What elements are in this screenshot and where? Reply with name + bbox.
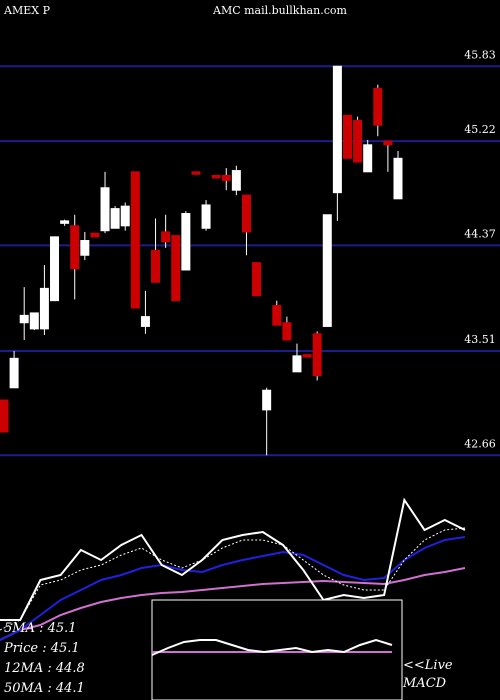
candle-body <box>252 262 262 297</box>
ma-panel: 5MA : 45.1 Price : 45.1 12MA : 44.8 50MA : … <box>0 497 466 696</box>
y-tick-label: 45.22 <box>464 123 496 136</box>
ma-label: 12MA : 44.8 <box>4 661 85 676</box>
candle-body <box>383 140 393 146</box>
header-right: AMC mail.bullkhan.com <box>212 4 347 17</box>
candle-body <box>221 174 231 181</box>
candle-body <box>292 355 302 373</box>
candle-body <box>191 171 201 175</box>
candle-body <box>151 249 161 283</box>
candle-body <box>130 171 140 309</box>
candle-body <box>201 204 211 229</box>
candle-body <box>312 333 322 377</box>
candle-body <box>90 232 100 238</box>
candle-body <box>342 114 352 159</box>
candle-body <box>211 174 221 179</box>
candle-body <box>282 322 292 341</box>
ma-label: Price : 45.1 <box>3 641 80 656</box>
y-tick-label: 42.66 <box>464 437 496 450</box>
candle-body <box>393 157 403 200</box>
y-tick-label: 44.37 <box>464 227 496 240</box>
candle-body <box>262 389 272 411</box>
candle-body <box>29 312 39 330</box>
candle-body <box>50 236 60 302</box>
candle-body <box>60 220 70 224</box>
candle-body <box>100 187 110 232</box>
candle-body <box>120 205 130 227</box>
y-tick-label: 43.51 <box>464 333 496 346</box>
candle-body <box>0 399 9 433</box>
price-panel: 45.83 45.22 44.37 43.51 42.66 <box>0 48 500 457</box>
ma-label: 50MA : 44.1 <box>4 681 85 696</box>
candle-body <box>322 214 332 327</box>
candle-body <box>140 316 150 327</box>
candle-body <box>373 87 383 126</box>
y-tick-label: 45.83 <box>464 48 496 61</box>
candle-body <box>332 65 342 194</box>
header-left: AMEX P <box>3 4 51 17</box>
candle-body <box>39 287 49 330</box>
series-line <box>151 638 393 656</box>
candle-body <box>272 305 282 326</box>
candle-body <box>70 225 80 270</box>
candle-body <box>80 240 90 256</box>
candle-body <box>231 170 241 191</box>
candle-body <box>363 144 373 173</box>
candle-body <box>171 235 181 302</box>
live-label: <<Live <box>403 658 453 673</box>
candle-body <box>353 119 363 163</box>
candle-body <box>161 231 171 243</box>
series-line <box>0 527 466 631</box>
candle-body <box>302 354 312 358</box>
ma-label: 5MA : 45.1 <box>4 621 77 636</box>
candle-body <box>181 213 191 271</box>
candle-body <box>19 314 29 324</box>
candle-body <box>110 208 120 229</box>
candle-body <box>9 357 19 389</box>
macd-label: MACD <box>402 676 447 691</box>
macd-panel <box>151 638 393 656</box>
candle-body <box>241 194 251 233</box>
series-line <box>0 497 466 621</box>
